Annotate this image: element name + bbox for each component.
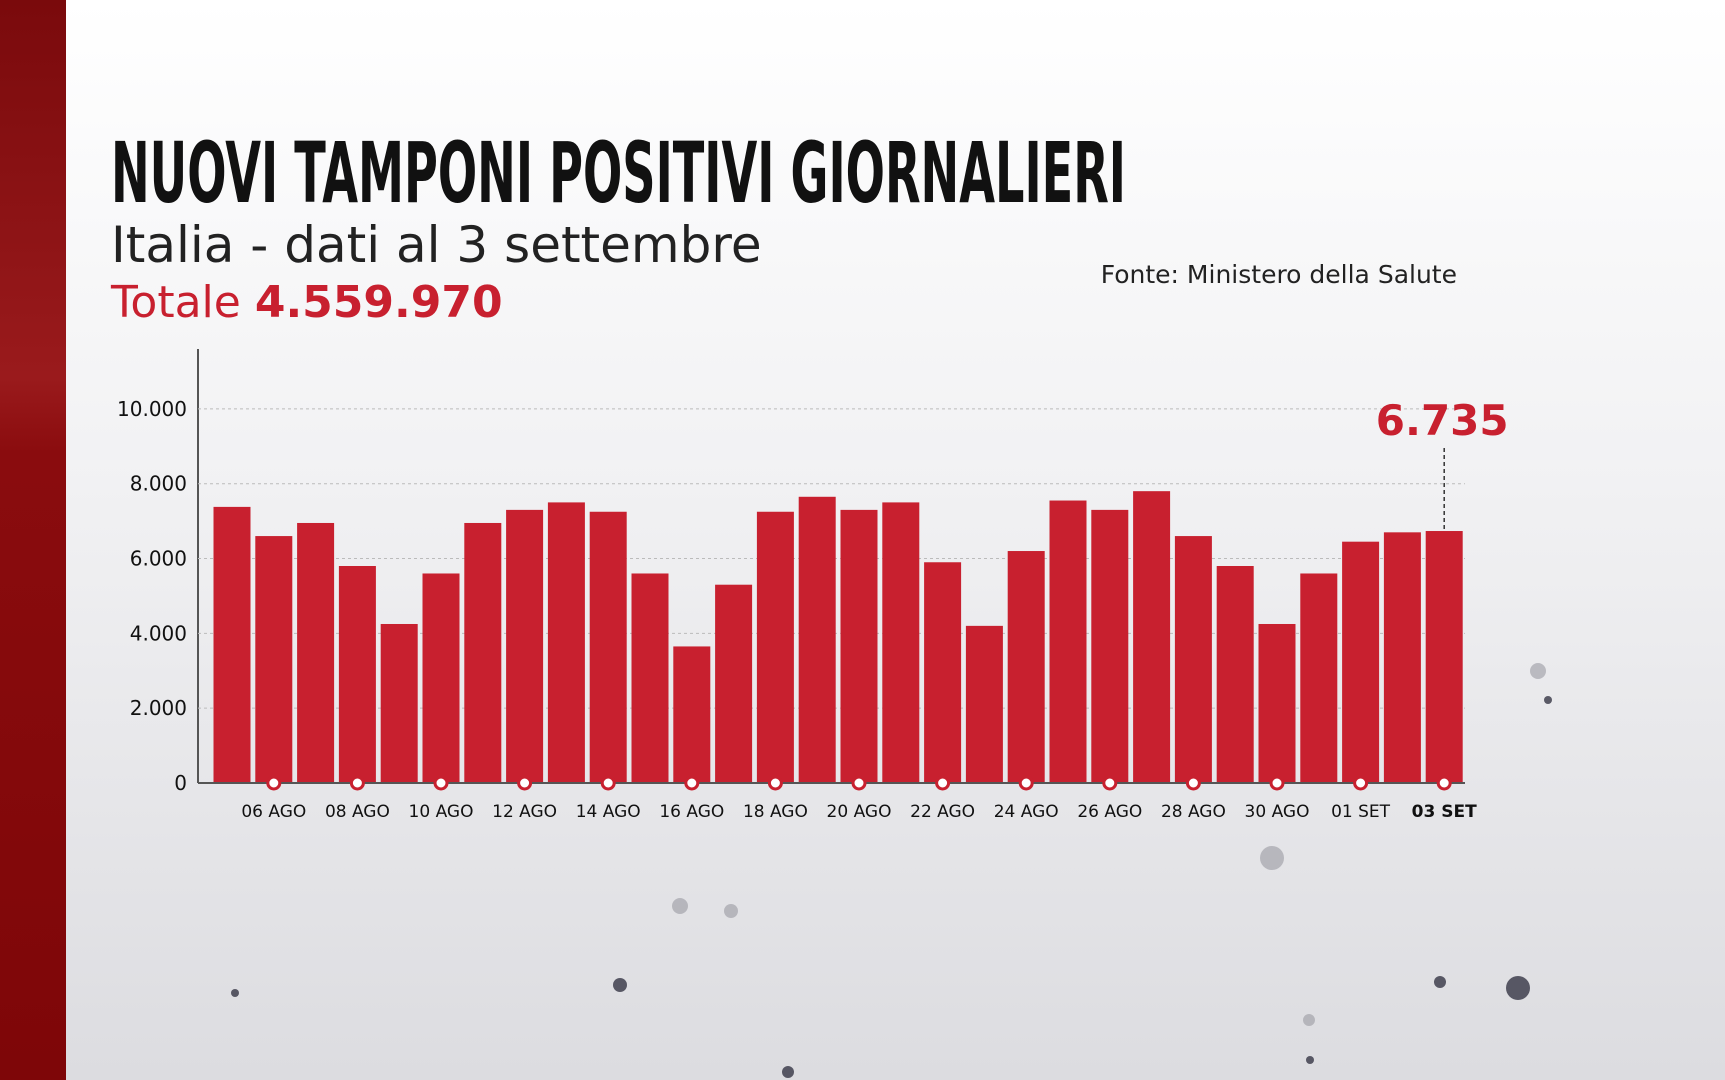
x-tick-label: 08 AGO [325,802,390,822]
y-tick-label: 2.000 [130,696,187,720]
bar [924,562,962,783]
bar [1425,531,1463,783]
bar [631,573,669,783]
x-tick-label: 16 AGO [659,802,724,822]
x-marker [266,775,282,791]
bar [840,509,878,783]
bar [1383,532,1421,783]
y-tick-label: 6.000 [130,547,187,571]
bar [1049,500,1087,783]
x-marker [433,775,449,791]
x-tick-label: 10 AGO [409,802,474,822]
y-tick-label: 10.000 [117,397,187,421]
bar [673,646,711,783]
x-marker [684,775,700,791]
bar [213,506,251,783]
x-marker [349,775,365,791]
x-tick-label: 24 AGO [994,802,1059,822]
bar [464,522,502,783]
value-label: 6.735 [1376,396,1509,445]
x-marker [1102,775,1118,791]
total-value: 4.559.970 [255,277,503,328]
bar [798,496,836,783]
x-marker [1353,775,1369,791]
bar [715,584,753,783]
bar [965,625,1003,783]
x-tick-label: 14 AGO [576,802,641,822]
subtitle: Italia - dati al 3 settembre [111,216,762,274]
bar [756,511,794,783]
x-tick-label: 06 AGO [241,802,306,822]
x-tick-label: 22 AGO [910,802,975,822]
x-marker [851,775,867,791]
bar [422,573,460,783]
bar [255,536,293,783]
bar [1133,491,1171,783]
x-tick-label: 01 SET [1331,802,1391,822]
bar [1342,541,1380,783]
x-marker [1185,775,1201,791]
decor-dots-light [672,663,1546,1026]
x-marker [935,775,951,791]
source: Fonte: Ministero della Salute [1101,260,1457,289]
x-tick-label: 20 AGO [827,802,892,822]
bar [1091,509,1129,783]
chart-title: NUOVI TAMPONI POSITIVI GIORNALIERI [111,124,1126,222]
x-tick-label: 26 AGO [1077,802,1142,822]
y-tick-label: 4.000 [130,621,187,645]
x-marker [767,775,783,791]
x-tick-label: 30 AGO [1245,802,1310,822]
bar [882,502,920,783]
bar [1300,573,1338,783]
x-marker [517,775,533,791]
bar [506,509,544,783]
x-marker [1018,775,1034,791]
bar [338,566,376,783]
bar [547,502,585,783]
bar [1174,536,1212,783]
bar [380,623,418,783]
bar [1258,623,1296,783]
x-tick-label: 18 AGO [743,802,808,822]
bar [1216,566,1254,783]
total-label: Totale [110,277,241,328]
x-marker [600,775,616,791]
side-strip [0,0,66,1080]
x-marker [1269,775,1285,791]
x-tick-label: 12 AGO [492,802,557,822]
x-marker [1436,775,1452,791]
y-tick-label: 0 [174,771,187,795]
x-tick-label: 28 AGO [1161,802,1226,822]
y-tick-label: 8.000 [130,472,187,496]
bar [589,511,627,783]
x-tick-label: 03 SET [1412,802,1477,822]
bar [1007,551,1045,783]
total: Totale 4.559.970 [110,277,503,328]
decor-dots [231,696,1552,1078]
bar [297,522,335,783]
